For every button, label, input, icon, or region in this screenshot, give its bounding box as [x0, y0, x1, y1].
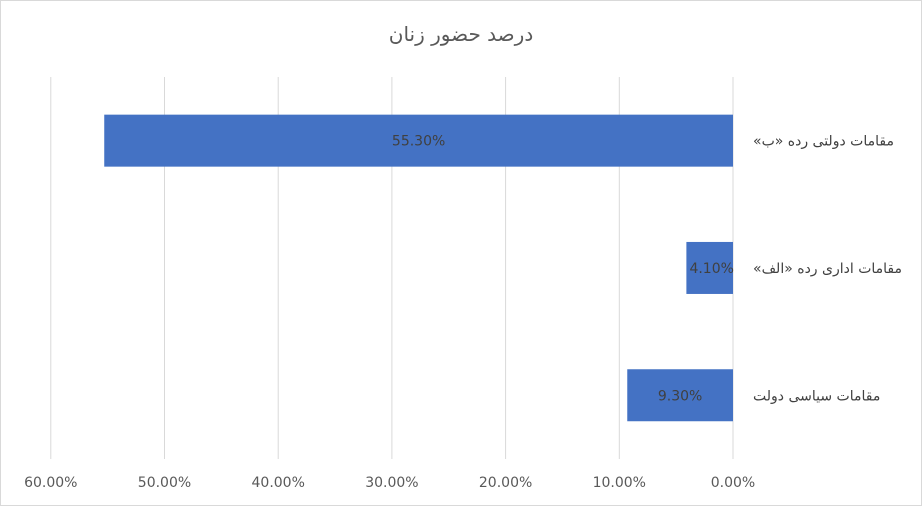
bar [686, 241, 733, 294]
data-label: 4.10% [689, 261, 733, 277]
data-labels: 55.30% 4.10% 9.30% [392, 134, 734, 405]
x-tick-label: 40.00% [252, 475, 305, 491]
x-tick-label: 60.00% [24, 475, 77, 491]
data-label: 55.30% [392, 134, 445, 150]
x-tick-label: 10.00% [593, 475, 646, 491]
bar [104, 114, 733, 167]
category-label: مقامات سیاسی دولت [753, 388, 880, 404]
bar [627, 369, 733, 422]
x-tick-label: 0.00% [711, 475, 755, 491]
category-label: مقامات اداری رده «الف» [753, 261, 902, 277]
chart-title: درصد حضور زنان [389, 22, 533, 46]
x-axis-ticks: 60.00% 50.00% 40.00% 30.00% 20.00% 10.00% 0.00… [24, 475, 755, 491]
bars [104, 114, 733, 422]
data-label: 9.30% [658, 388, 702, 404]
x-tick-label: 20.00% [479, 475, 532, 491]
x-tick-label: 50.00% [138, 475, 191, 491]
category-label: مقامات دولتی رده «ب» [753, 134, 894, 150]
category-labels: مقامات دولتی رده «ب» مقامات اداری رده «ال… [753, 134, 902, 405]
x-tick-label: 30.00% [365, 475, 418, 491]
